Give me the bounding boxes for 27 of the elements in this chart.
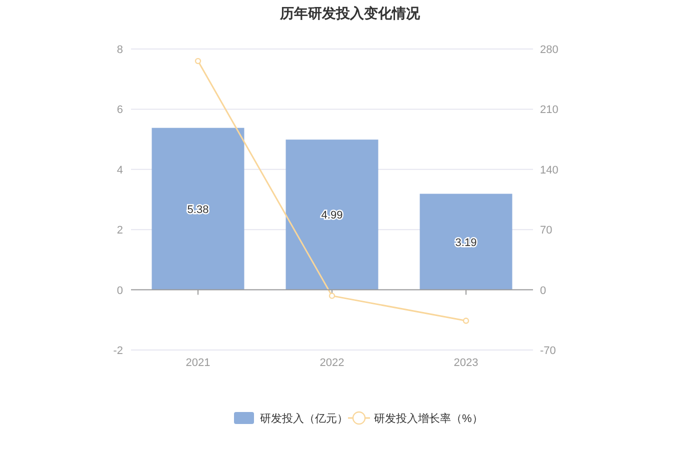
- point: [328, 292, 336, 299]
- y2-tick-label: 140: [540, 164, 558, 176]
- bar: [420, 194, 512, 290]
- legend-label: 研发投入（亿元）: [260, 412, 348, 425]
- point: [194, 58, 202, 64]
- y-tick-label: 2: [116, 224, 123, 237]
- y-tick-label: 0: [116, 284, 123, 297]
- bar: [152, 128, 244, 290]
- y-tick-label: 6: [116, 104, 123, 116]
- bar: [286, 140, 378, 290]
- y-tick-label: 8: [116, 44, 123, 56]
- chart-title: 历年研发投入变化情况: [279, 5, 421, 21]
- y2-tick-label: -70: [540, 345, 556, 357]
- x-tick-label: 2023: [454, 357, 478, 369]
- y2-tick-label: 70: [540, 224, 552, 237]
- x-tick-label: 2021: [186, 357, 210, 369]
- y-tick-label: 4: [116, 164, 123, 176]
- data-label: 3.19: [455, 236, 477, 249]
- x-tick-label: 2022: [320, 357, 344, 369]
- y2-tick-label: 210: [540, 104, 558, 116]
- y2-tick-label: 0: [540, 284, 546, 297]
- y2-tick-label: 280: [540, 44, 558, 56]
- y-tick-label: -2: [113, 345, 123, 357]
- data-label: 4.99: [321, 210, 343, 222]
- data-label: 5.38: [187, 204, 209, 216]
- legend-label: 研发投入增长率（%）: [374, 412, 483, 425]
- point: [462, 318, 470, 324]
